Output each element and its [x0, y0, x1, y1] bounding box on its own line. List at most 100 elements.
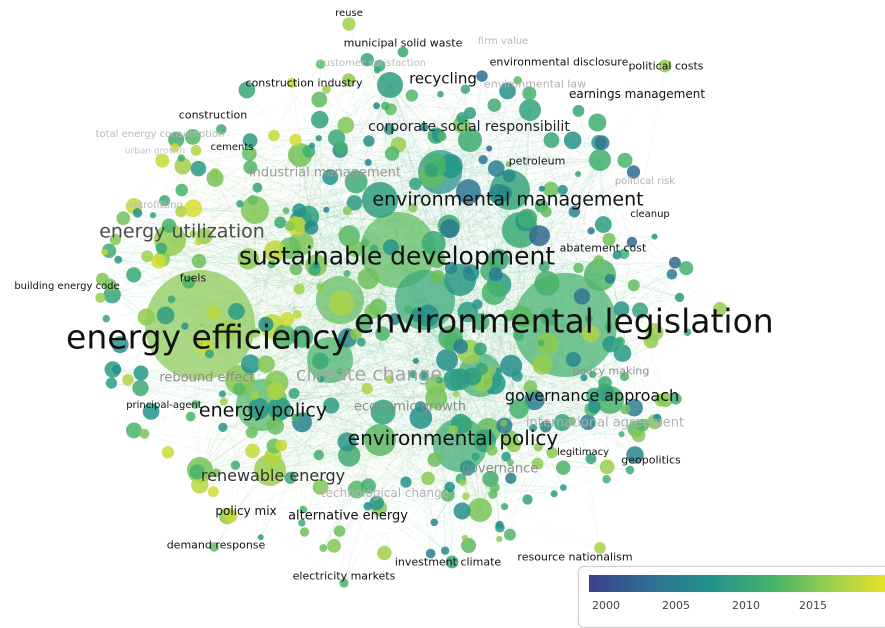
term-node[interactable]: [156, 243, 167, 254]
term-label-environmental-disclosure[interactable]: environmental disclosure: [490, 57, 629, 68]
term-node[interactable]: [248, 195, 258, 205]
term-node[interactable]: [192, 254, 206, 268]
term-label-energy-efficiency[interactable]: energy efficiency: [66, 321, 350, 354]
term-node[interactable]: [496, 521, 504, 529]
term-node[interactable]: [431, 270, 445, 284]
term-node[interactable]: [191, 161, 207, 177]
term-node[interactable]: [679, 261, 693, 275]
term-node[interactable]: [427, 453, 441, 467]
term-node[interactable]: [504, 529, 516, 541]
term-node[interactable]: [304, 221, 318, 235]
term-node[interactable]: [184, 199, 202, 217]
term-node[interactable]: [472, 453, 480, 461]
term-node[interactable]: [519, 99, 541, 121]
term-node[interactable]: [602, 475, 610, 483]
term-node[interactable]: [496, 367, 502, 373]
term-node[interactable]: [245, 444, 260, 459]
term-node[interactable]: [437, 91, 444, 98]
term-label-customer-satisfaction[interactable]: customer satisfaction: [318, 59, 426, 69]
term-label-policy-mix[interactable]: policy mix: [215, 505, 276, 517]
term-node[interactable]: [377, 72, 403, 98]
term-node[interactable]: [595, 216, 612, 233]
term-node[interactable]: [522, 494, 532, 504]
term-node[interactable]: [488, 98, 501, 111]
term-node[interactable]: [454, 502, 471, 519]
term-node[interactable]: [462, 492, 470, 500]
term-label-resource-nationalism[interactable]: resource nationalism: [517, 552, 632, 563]
term-label-economic-growth[interactable]: economic growth: [354, 401, 466, 414]
term-node[interactable]: [488, 490, 497, 499]
term-node[interactable]: [620, 404, 630, 414]
term-label-corporate-social-responsibility[interactable]: corporate social responsibilit: [368, 120, 570, 134]
term-label-energy-utilization[interactable]: energy utilization: [99, 223, 265, 242]
term-node[interactable]: [425, 163, 439, 177]
term-node[interactable]: [112, 365, 121, 374]
term-node[interactable]: [535, 271, 560, 296]
term-node[interactable]: [162, 446, 174, 458]
term-label-governance-approach[interactable]: governance approach: [505, 388, 679, 404]
term-node[interactable]: [191, 145, 202, 156]
term-node[interactable]: [381, 102, 390, 111]
term-node[interactable]: [141, 250, 153, 262]
term-node[interactable]: [600, 460, 615, 475]
term-node[interactable]: [488, 160, 505, 177]
term-node[interactable]: [573, 263, 583, 273]
term-node[interactable]: [294, 284, 305, 295]
term-label-petroleum[interactable]: petroleum: [509, 156, 566, 167]
term-label-political-risk[interactable]: political risk: [615, 177, 675, 187]
term-label-governance[interactable]: governance: [462, 463, 539, 476]
term-node[interactable]: [667, 269, 678, 280]
term-label-principal-agent[interactable]: principal-agent: [126, 401, 202, 411]
term-node[interactable]: [275, 440, 287, 452]
term-node[interactable]: [268, 130, 280, 142]
term-label-earnings-management[interactable]: earnings management: [569, 88, 705, 100]
term-node[interactable]: [589, 149, 611, 171]
term-node[interactable]: [669, 257, 681, 269]
term-label-demand-response[interactable]: demand response: [167, 540, 266, 551]
term-label-alternative-energy[interactable]: alternative energy: [288, 510, 408, 523]
term-node[interactable]: [139, 429, 149, 439]
term-node[interactable]: [337, 117, 354, 134]
term-node[interactable]: [421, 472, 435, 486]
term-node[interactable]: [95, 293, 105, 303]
term-label-building-energy-code[interactable]: building energy code: [14, 282, 119, 292]
term-node[interactable]: [652, 234, 658, 240]
term-node[interactable]: [501, 503, 508, 510]
term-node[interactable]: [218, 423, 227, 432]
term-node[interactable]: [468, 498, 492, 522]
term-node[interactable]: [126, 267, 141, 282]
term-node[interactable]: [289, 388, 300, 399]
term-node[interactable]: [462, 535, 468, 541]
term-label-renewable-energy[interactable]: renewable energy: [201, 468, 345, 484]
term-node[interactable]: [486, 145, 492, 151]
term-node[interactable]: [334, 525, 345, 536]
term-node[interactable]: [406, 89, 418, 101]
term-node[interactable]: [573, 105, 585, 117]
term-node[interactable]: [475, 363, 487, 375]
term-node[interactable]: [440, 219, 459, 238]
term-label-industrial-management[interactable]: industrial management: [249, 167, 401, 180]
term-node[interactable]: [479, 155, 488, 164]
term-label-recycling[interactable]: recycling: [409, 72, 477, 87]
term-node[interactable]: [318, 287, 324, 293]
term-label-energy-policy[interactable]: energy policy: [199, 402, 327, 421]
term-node[interactable]: [126, 423, 142, 439]
term-node[interactable]: [532, 354, 552, 374]
term-label-technological-change[interactable]: technological change: [321, 487, 449, 499]
term-node[interactable]: [250, 391, 259, 400]
term-label-cements[interactable]: cements: [210, 143, 253, 153]
term-node[interactable]: [186, 412, 196, 422]
term-node[interactable]: [168, 296, 176, 304]
term-label-environmental-policy[interactable]: environmental policy: [348, 428, 558, 448]
term-node[interactable]: [150, 212, 156, 218]
term-node[interactable]: [257, 355, 274, 372]
term-label-policy-making[interactable]: policy making: [573, 366, 650, 377]
term-node[interactable]: [551, 490, 558, 497]
term-node[interactable]: [210, 168, 221, 179]
term-node[interactable]: [342, 17, 355, 30]
term-node[interactable]: [335, 141, 348, 154]
term-node[interactable]: [343, 206, 352, 215]
term-node[interactable]: [518, 209, 538, 229]
term-label-electricity-markets[interactable]: electricity markets: [293, 571, 396, 582]
term-label-construction[interactable]: construction: [179, 110, 247, 121]
